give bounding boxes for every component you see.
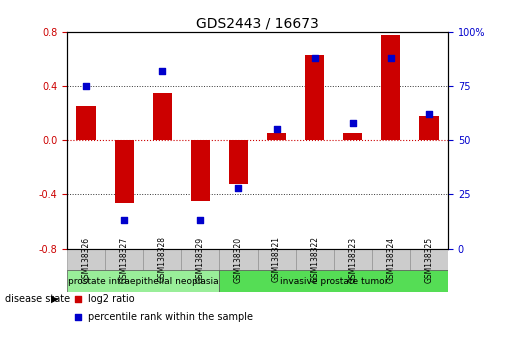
Text: GSM138327: GSM138327: [119, 236, 129, 282]
Bar: [382, 35, 401, 140]
Point: [425, 112, 433, 117]
Bar: [219, 249, 258, 270]
Bar: [344, 133, 363, 140]
Point: [234, 185, 243, 191]
Text: GSM138325: GSM138325: [424, 236, 434, 282]
Text: GSM138322: GSM138322: [310, 236, 319, 282]
Text: percentile rank within the sample: percentile rank within the sample: [88, 312, 253, 322]
Bar: [143, 249, 181, 270]
Point: [120, 218, 128, 223]
Bar: [258, 249, 296, 270]
Bar: [305, 55, 324, 140]
Point: [387, 55, 395, 61]
Text: GSM138321: GSM138321: [272, 236, 281, 282]
Bar: [191, 140, 210, 201]
Text: disease state: disease state: [5, 294, 70, 304]
Text: GSM138320: GSM138320: [234, 236, 243, 282]
Text: ▶: ▶: [50, 294, 58, 304]
Bar: [229, 140, 248, 184]
Bar: [105, 249, 143, 270]
Title: GDS2443 / 16673: GDS2443 / 16673: [196, 17, 319, 31]
Bar: [181, 249, 219, 270]
Text: GSM138324: GSM138324: [386, 236, 396, 282]
Bar: [153, 93, 172, 140]
Bar: [334, 249, 372, 270]
Text: GSM138328: GSM138328: [158, 236, 167, 282]
Bar: [372, 249, 410, 270]
Text: log2 ratio: log2 ratio: [88, 295, 134, 304]
Bar: [296, 249, 334, 270]
Point: [74, 297, 82, 302]
Point: [82, 83, 90, 89]
Bar: [67, 249, 105, 270]
Point: [349, 120, 357, 126]
Text: prostate intraepithelial neoplasia: prostate intraepithelial neoplasia: [68, 276, 218, 286]
Point: [74, 314, 82, 320]
Point: [272, 127, 281, 132]
Text: GSM138323: GSM138323: [348, 236, 357, 282]
Point: [311, 55, 319, 61]
Bar: [410, 249, 448, 270]
Point: [158, 68, 166, 74]
Bar: [76, 106, 96, 140]
Bar: [219, 270, 448, 292]
Bar: [114, 140, 134, 202]
Text: invasive prostate tumor: invasive prostate tumor: [280, 276, 388, 286]
Bar: [67, 270, 219, 292]
Point: [196, 218, 204, 223]
Bar: [419, 116, 439, 140]
Text: GSM138329: GSM138329: [196, 236, 205, 282]
Text: GSM138326: GSM138326: [81, 236, 91, 282]
Bar: [267, 133, 286, 140]
